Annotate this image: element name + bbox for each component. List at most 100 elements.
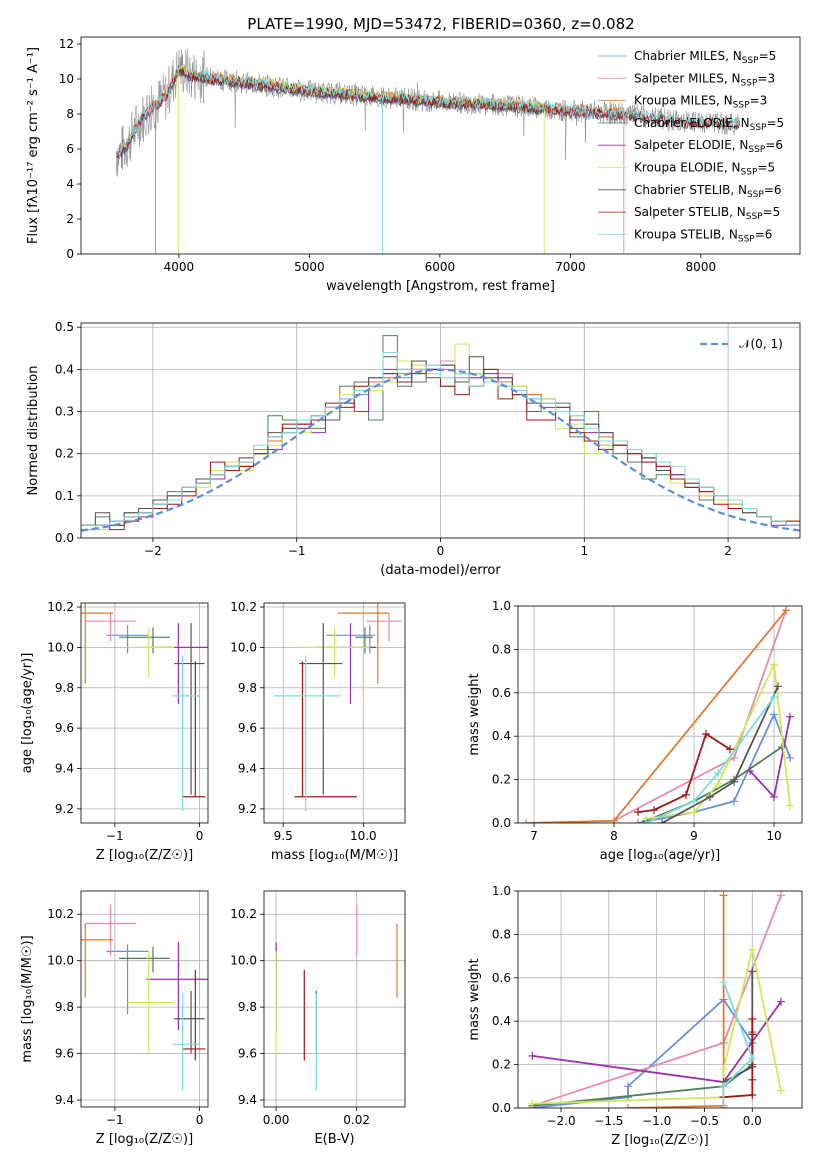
y-tick-label: 9.6 [238, 1047, 257, 1061]
weight-marker [786, 753, 794, 762]
weight-marker [776, 1086, 785, 1095]
x-tick-label: 7000 [555, 260, 586, 274]
y-tick-label: 9.4 [238, 1093, 257, 1107]
y-axis-label: mass [log₁₀(M/M☉)] [20, 935, 35, 1062]
axes-frame [263, 890, 406, 1108]
weight-marker [522, 819, 530, 823]
x-tick-label: 1 [580, 544, 588, 558]
y-tick-label: 9.4 [55, 762, 74, 776]
x-tick-label: 10.0 [350, 829, 377, 843]
legend-tail: =6 [764, 183, 782, 197]
legend-subscript: SSP [747, 190, 764, 200]
y-tick-label: 10.0 [230, 640, 257, 654]
weight-marker [719, 891, 728, 900]
weight-marker [690, 808, 698, 817]
y-tick-label: 0.8 [492, 642, 511, 656]
y-tick-label: 10.2 [230, 907, 257, 921]
y-tick-label: 10.2 [47, 907, 74, 921]
weight-marker [786, 712, 794, 721]
legend-tail: =6 [755, 227, 773, 241]
weight-marker [634, 819, 642, 823]
y-tick-label: 9.4 [238, 762, 257, 776]
weight-marker [650, 805, 658, 814]
weight-line [645, 746, 783, 822]
y-tick-label: 10.0 [230, 954, 257, 968]
weight-marker [719, 1104, 728, 1108]
y-tick-label: 9.8 [238, 1000, 257, 1014]
weight-marker [782, 606, 790, 615]
x-tick-label: 8000 [686, 260, 717, 274]
legend-tail: =3 [750, 94, 768, 108]
y-tick-label: 9.2 [55, 802, 74, 816]
legend-label: Chabrier MILES, N [634, 49, 742, 63]
legend-entry: Chabrier STELIB, NSSP=6 [634, 183, 782, 200]
weight-marker [748, 1015, 757, 1024]
weight-marker [610, 816, 618, 823]
axes-frame [80, 36, 801, 255]
x-axis-label: mass [log₁₀(M/M☉)] [271, 848, 398, 863]
y-tick-label: 9.4 [55, 1093, 74, 1107]
weight-marker [714, 769, 722, 778]
y-tick-label: 2 [66, 212, 74, 226]
panel-spectrum: 4000 5000 6000 7000 8000 0 2 4 6 8 10 12 wavelength … [26, 36, 801, 294]
legend-tail: =5 [759, 49, 777, 63]
x-tick-label: −2.0 [546, 1114, 575, 1128]
weight-marker [770, 693, 778, 702]
y-tick-label: 9.6 [55, 721, 74, 735]
legend-label: Kroupa STELIB, N [634, 227, 738, 241]
y-tick-label: 0.4 [55, 362, 74, 376]
weight-marker [642, 819, 650, 823]
weight-marker [748, 1030, 757, 1039]
legend-subscript: SSP [741, 168, 758, 178]
x-axis-label: Z [log₁₀(Z/Z☉)] [611, 1133, 708, 1148]
weight-marker [748, 1075, 757, 1084]
legend-entry: Kroupa STELIB, NSSP=6 [634, 227, 772, 244]
x-tick-label: 9 [690, 829, 698, 843]
panel-mass_vs_z: −1 0 9.4 9.6 9.8 10.0 10.2 Z [log₁₀(Z/Z☉)] mass … [20, 890, 209, 1147]
panel-weight_vs_age: 7 8 9 10 0.0 0.2 0.4 0.6 0.8 1.0 age [log₁₀(age/yr… [467, 599, 803, 863]
x-axis-label: wavelength [Angstrom, rest frame] [326, 279, 555, 294]
x-tick-label: 10 [766, 829, 781, 843]
y-tick-label: 0.5 [55, 320, 74, 334]
weight-marker [770, 660, 778, 669]
plot-area-mass_vs_z [81, 891, 208, 1107]
y-axis-label: mass weight [467, 673, 482, 755]
weight-marker [682, 790, 690, 799]
y-tick-label: 9.6 [238, 721, 257, 735]
weight-marker [770, 710, 778, 719]
weight-marker [776, 891, 785, 900]
y-tick-label: 9.8 [55, 681, 74, 695]
y-tick-label: 0.2 [492, 1058, 511, 1072]
x-axis-label: age [log₁₀(age/yr)] [600, 848, 721, 863]
panel-residuals: −2 −1 0 1 2 0.0 0.1 0.2 0.3 0.4 0.5 (data-model)/er… [26, 320, 801, 578]
legend-tail: =5 [766, 116, 784, 130]
y-tick-label: 0.6 [492, 971, 511, 985]
figure-title: PLATE=1990, MJD=53472, FIBERID=0360, z=0… [247, 15, 634, 33]
legend-label: Kroupa ELODIE, N [634, 161, 741, 175]
legend-entry: Chabrier MILES, NSSP=5 [634, 49, 776, 66]
x-tick-label: 7 [530, 829, 538, 843]
y-tick-label: 10.2 [47, 600, 74, 614]
weight-line [661, 685, 779, 823]
y-tick-label: 8 [66, 107, 74, 121]
weight-marker [658, 819, 666, 823]
weight-marker [748, 967, 757, 976]
x-tick-label: 0 [196, 829, 204, 843]
x-axis-label: E(B-V) [314, 1132, 354, 1147]
x-tick-label: 0 [196, 1113, 204, 1127]
weight-marker [719, 1064, 728, 1073]
x-axis-label: (data-model)/error [380, 563, 501, 578]
x-tick-label: 8 [610, 829, 618, 843]
y-tick-label: 10 [59, 72, 74, 86]
legend-subscript: SSP [750, 123, 767, 133]
legend-subscript: SSP [746, 212, 763, 222]
plot-area-mass_vs_ebv [264, 891, 405, 1107]
y-tick-label: 0.4 [492, 1014, 511, 1028]
weight-marker [706, 792, 714, 801]
axes-frame [80, 602, 209, 824]
legend-label: Salpeter MILES, N [634, 71, 741, 85]
legend-subscript: SSP [741, 78, 758, 88]
weight-marker [623, 1104, 632, 1108]
axes-frame [80, 890, 209, 1108]
legend-entry: Chabrier ELODIE, NSSP=5 [634, 116, 784, 133]
